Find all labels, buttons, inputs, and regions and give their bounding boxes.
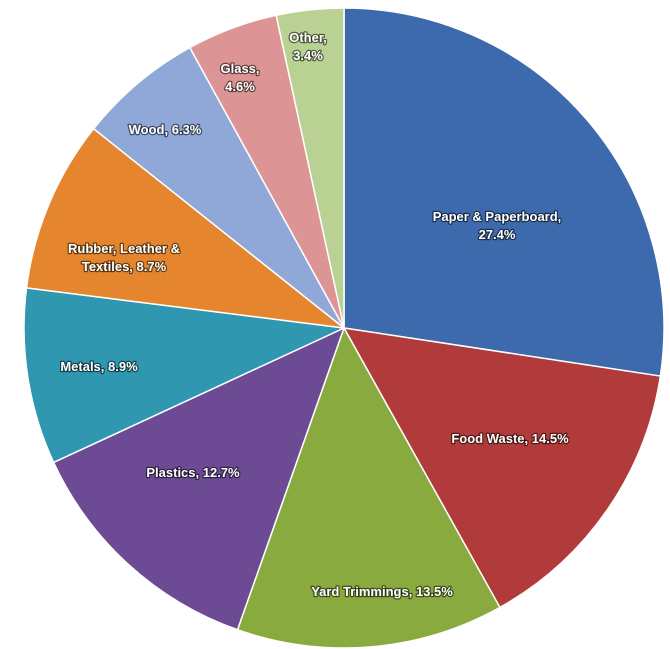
label-line: 3.4% bbox=[293, 48, 323, 63]
slice-yard-trimmings bbox=[236, 326, 501, 649]
label-line: 27.4% bbox=[479, 227, 516, 242]
label-food-waste: Food Waste, 14.5% bbox=[451, 431, 569, 446]
label-line: Wood, 6.3% bbox=[129, 122, 202, 137]
label-glass: Glass, 4.6% bbox=[220, 61, 259, 94]
label-line: Glass, bbox=[220, 61, 259, 76]
label-other: Other, 3.4% bbox=[289, 30, 327, 63]
label-line: 4.6% bbox=[225, 79, 255, 94]
label-line: Plastics, 12.7% bbox=[146, 465, 240, 480]
label-line: Yard Trimmings, 13.5% bbox=[311, 584, 453, 599]
label-line: Rubber, Leather & bbox=[68, 241, 180, 256]
slice-wood bbox=[92, 46, 345, 329]
slice-rubber-leather-and-textiles bbox=[25, 127, 347, 330]
slice-metals bbox=[23, 287, 347, 464]
label-plastics: Plastics, 12.7% bbox=[146, 465, 240, 480]
label-yard-trimmings: Yard Trimmings, 13.5% bbox=[311, 584, 453, 599]
label-line: Other, bbox=[289, 30, 327, 45]
pie-slices bbox=[23, 7, 665, 649]
label-line: Textiles, 8.7% bbox=[82, 259, 167, 274]
label-paper-and-paperboard: Paper & Paperboard, 27.4% bbox=[433, 209, 562, 242]
label-line: Paper & Paperboard, bbox=[433, 209, 562, 224]
slice-other bbox=[275, 7, 345, 329]
slice-labels: Paper & Paperboard, 27.4% Food Waste, 14.5… bbox=[59, 29, 570, 601]
slice-plastics bbox=[52, 326, 346, 631]
label-line: Metals, 8.9% bbox=[60, 359, 138, 374]
slice-paper-and-paperboard bbox=[343, 7, 665, 377]
slice-food-waste bbox=[342, 327, 662, 609]
label-line: Food Waste, 14.5% bbox=[451, 431, 569, 446]
label-metals: Metals, 8.9% bbox=[60, 359, 138, 374]
label-rubber-leather-and-textiles: Rubber, Leather & Textiles, 8.7% bbox=[68, 241, 180, 274]
label-wood: Wood, 6.3% bbox=[129, 122, 202, 137]
